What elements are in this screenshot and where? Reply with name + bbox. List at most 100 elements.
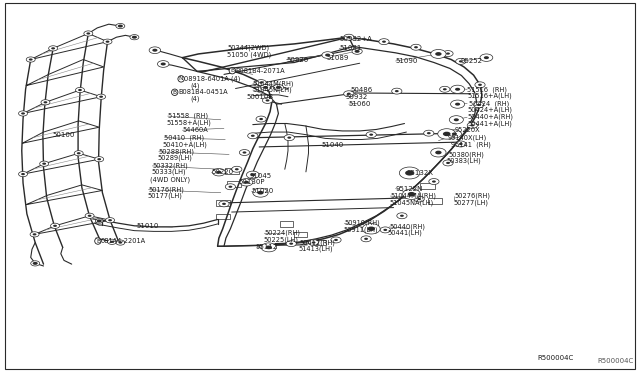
Circle shape (478, 84, 482, 86)
Circle shape (30, 232, 39, 237)
Text: 08918-6401A (4): 08918-6401A (4) (184, 76, 241, 82)
Circle shape (99, 96, 103, 98)
Circle shape (116, 23, 125, 29)
Text: 51090: 51090 (396, 58, 418, 64)
Circle shape (455, 88, 460, 91)
Circle shape (260, 84, 271, 90)
Circle shape (449, 116, 463, 124)
Circle shape (273, 84, 284, 90)
Circle shape (456, 58, 466, 64)
Text: (4): (4) (191, 82, 200, 89)
Circle shape (284, 135, 294, 141)
Circle shape (405, 170, 414, 176)
Circle shape (19, 111, 28, 116)
Text: 50383(LH): 50383(LH) (447, 158, 481, 164)
Text: 50010B: 50010B (246, 94, 273, 100)
Circle shape (97, 158, 101, 160)
Circle shape (474, 102, 484, 108)
Circle shape (51, 223, 60, 228)
Circle shape (225, 184, 236, 190)
Circle shape (383, 229, 387, 231)
Bar (294, 231, 307, 237)
Circle shape (452, 132, 457, 135)
Bar (314, 240, 326, 246)
Circle shape (251, 135, 255, 137)
Circle shape (257, 191, 264, 195)
Text: B: B (173, 90, 177, 95)
Circle shape (447, 130, 461, 138)
Circle shape (366, 132, 376, 138)
Circle shape (266, 246, 272, 249)
Text: 50486: 50486 (351, 87, 373, 93)
Text: 50277(LH): 50277(LH) (453, 199, 488, 206)
Circle shape (399, 167, 420, 179)
Circle shape (76, 87, 84, 93)
Circle shape (84, 31, 93, 36)
Circle shape (414, 46, 418, 48)
Circle shape (85, 213, 94, 218)
Circle shape (19, 171, 28, 177)
Text: 95141  (RH): 95141 (RH) (451, 141, 490, 148)
Circle shape (26, 57, 35, 62)
Circle shape (130, 35, 139, 40)
Circle shape (29, 58, 33, 61)
Circle shape (88, 215, 92, 217)
Text: R500004C: R500004C (597, 358, 634, 364)
Circle shape (108, 219, 112, 221)
Circle shape (459, 60, 463, 62)
Text: 50288(RH): 50288(RH) (159, 148, 195, 155)
Circle shape (40, 161, 49, 166)
Circle shape (446, 52, 450, 55)
Circle shape (244, 181, 249, 184)
Text: 50333(LH): 50333(LH) (151, 169, 186, 176)
Bar (403, 170, 417, 176)
Circle shape (414, 196, 424, 202)
Circle shape (397, 213, 407, 219)
Circle shape (118, 25, 123, 28)
Circle shape (256, 80, 266, 86)
Text: 51558  (RH): 51558 (RH) (168, 113, 208, 119)
Circle shape (361, 236, 371, 242)
Bar (216, 214, 230, 219)
Text: 50440(RH): 50440(RH) (389, 224, 425, 230)
Circle shape (259, 81, 263, 84)
Circle shape (435, 52, 442, 56)
Circle shape (86, 32, 90, 35)
Bar (227, 181, 241, 187)
Text: B: B (96, 238, 100, 244)
Circle shape (110, 241, 114, 243)
Circle shape (259, 118, 263, 120)
Text: 50412(RH): 50412(RH) (300, 239, 335, 246)
Circle shape (97, 94, 106, 99)
Circle shape (250, 173, 255, 176)
Circle shape (97, 219, 102, 222)
Circle shape (118, 241, 122, 244)
Text: 50424  (RH): 50424 (RH) (469, 100, 509, 107)
Circle shape (33, 233, 36, 235)
Circle shape (459, 143, 463, 145)
Circle shape (334, 239, 338, 241)
Text: 50910(RH): 50910(RH) (344, 220, 380, 227)
Circle shape (276, 86, 281, 89)
Circle shape (392, 88, 402, 94)
Text: 51044M(RH): 51044M(RH) (253, 80, 294, 87)
Text: 95252: 95252 (461, 58, 483, 64)
Circle shape (103, 39, 112, 44)
Circle shape (263, 86, 268, 89)
Circle shape (289, 243, 293, 245)
Circle shape (395, 90, 399, 92)
Circle shape (438, 129, 456, 139)
Circle shape (443, 88, 447, 90)
Text: 51558+A(LH): 51558+A(LH) (166, 119, 211, 126)
Circle shape (232, 166, 242, 172)
Circle shape (440, 86, 450, 92)
Circle shape (212, 169, 225, 176)
Circle shape (132, 36, 137, 39)
Circle shape (77, 152, 81, 154)
Text: 51045N(LH): 51045N(LH) (253, 87, 292, 93)
Circle shape (451, 85, 465, 93)
Circle shape (403, 189, 420, 199)
Text: 51045: 51045 (250, 173, 272, 179)
Circle shape (364, 238, 368, 240)
Circle shape (240, 179, 253, 186)
